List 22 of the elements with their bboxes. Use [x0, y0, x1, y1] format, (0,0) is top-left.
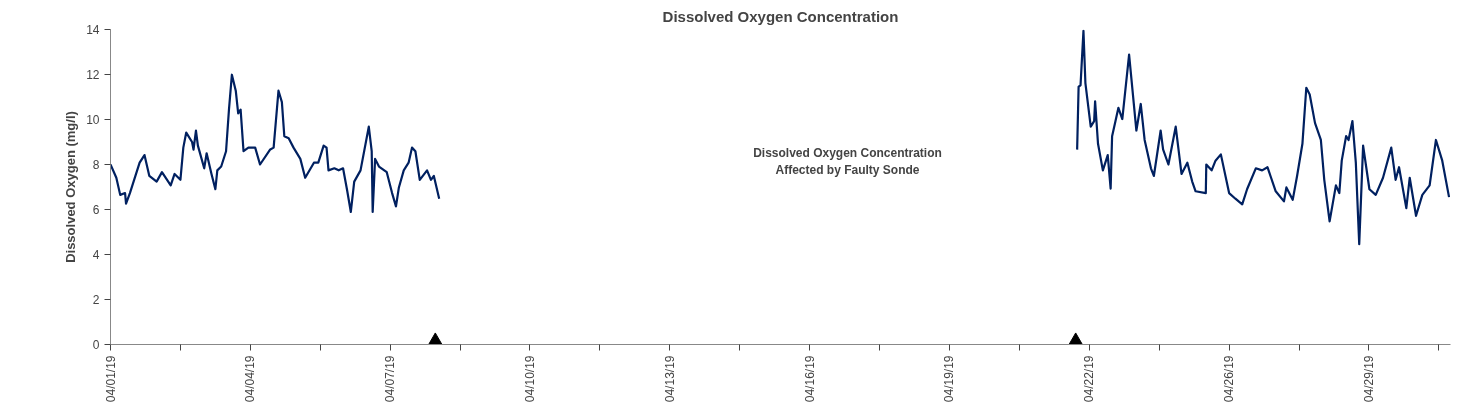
x-tick-label: 04/13/19 [662, 355, 677, 403]
y-tick-label: 12 [86, 68, 100, 82]
x-tick-label: 04/10/19 [522, 355, 537, 403]
text: Dissolved Oxygen Concentration [753, 146, 942, 161]
text: Affected by Faulty Sonde [775, 163, 920, 178]
x-tick-label: 04/29/19 [1361, 355, 1376, 403]
y-tick-label: 4 [92, 248, 100, 262]
y-tick-label: 14 [86, 23, 100, 37]
x-tick-label: 04/04/19 [243, 355, 258, 403]
y-tick-label: 6 [92, 203, 100, 217]
y-axis-title: Dissolved Oxygen (mg/l) [63, 111, 79, 263]
x-tick-label: 04/16/19 [802, 355, 817, 403]
x-tick-label: 04/22/19 [1082, 355, 1097, 403]
x-tick-label: 04/07/19 [383, 355, 398, 403]
y-tick-label: 8 [92, 158, 100, 172]
x-tick-label: 04/01/19 [103, 355, 118, 403]
y-tick-label: 10 [86, 113, 100, 127]
chart-title: Dissolved Oxygen Concentration [662, 7, 899, 25]
y-tick-label: 2 [92, 293, 100, 307]
x-tick-label: 04/26/19 [1222, 355, 1237, 403]
y-tick-label: 0 [92, 338, 100, 352]
x-tick-label: 04/19/19 [942, 355, 957, 403]
